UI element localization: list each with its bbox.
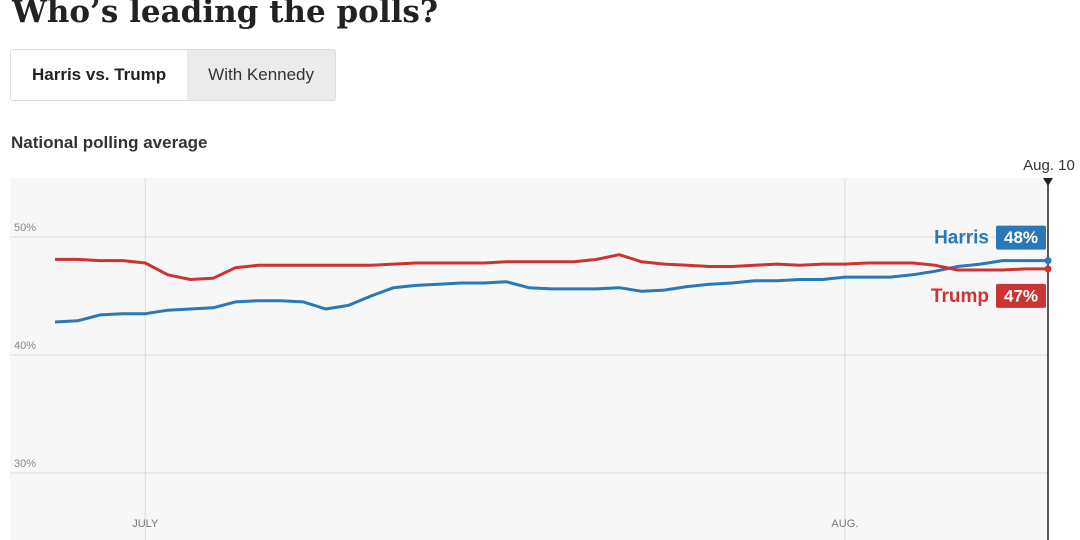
plot-background [10,178,1048,540]
y-tick-label: 40% [14,340,36,352]
line [54,259,1048,324]
value-label-box [996,283,1046,308]
line [55,253,1048,281]
tab[interactable]: With Kennedy [187,50,336,100]
end-point [1044,257,1052,265]
page-title: Who’s leading the polls? [12,0,439,30]
x-tick-label: JULY [132,518,159,530]
value-label: 48% [1004,228,1038,247]
tab[interactable]: Harris vs. Trump [11,50,188,100]
legend-label: Harris [934,228,989,249]
tab-bar: Harris vs. Trump With Kennedy [10,49,337,101]
x-tick-label: AUG. [831,518,858,530]
legend-label: Trump [931,286,989,307]
value-label-box [996,225,1046,250]
end-point [1044,265,1052,273]
current-date-label: Aug. 10 [1023,157,1075,174]
value-label: 47% [1004,286,1038,305]
chart-title: National polling average [11,133,208,152]
y-tick-label: 30% [14,458,36,470]
y-tick-label: 50% [14,222,36,234]
current-date-marker [1043,178,1053,186]
